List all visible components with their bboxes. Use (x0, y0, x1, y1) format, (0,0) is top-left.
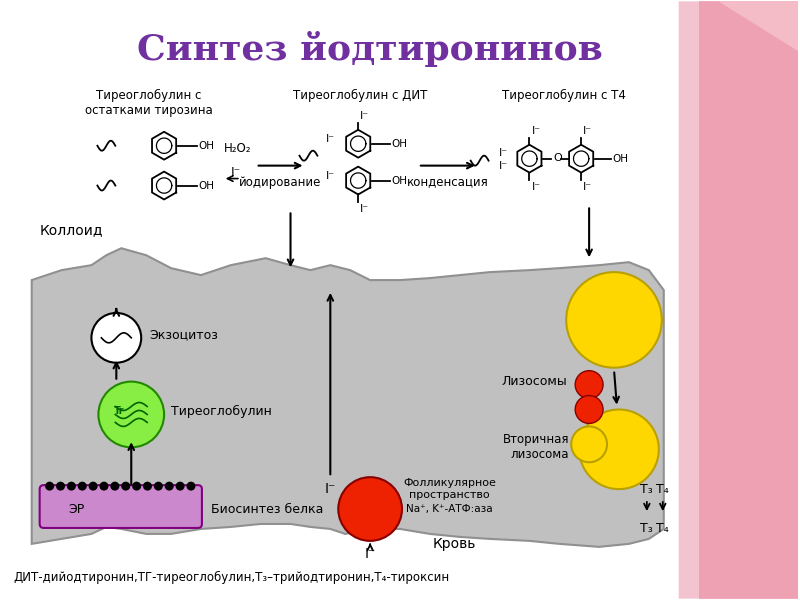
Polygon shape (698, 1, 798, 599)
Text: I⁻: I⁻ (531, 182, 541, 191)
Circle shape (56, 482, 65, 491)
Text: T₃: T₃ (641, 523, 654, 535)
Text: OH: OH (391, 139, 407, 149)
Text: OH: OH (198, 141, 214, 151)
Circle shape (579, 409, 658, 489)
Text: OH: OH (391, 176, 407, 185)
Text: Тиреоглобулин с ДИТ: Тиреоглобулин с ДИТ (293, 89, 427, 102)
Text: T₃: T₃ (641, 482, 654, 496)
Circle shape (122, 482, 130, 491)
Circle shape (571, 427, 607, 462)
Circle shape (78, 482, 86, 491)
Text: ЭР: ЭР (68, 503, 85, 515)
Text: ДИТ-дийодтиронин,ТГ-тиреоглобулин,Т₃–трийодтиронин,Т₄-тироксин: ДИТ-дийодтиронин,ТГ-тиреоглобулин,Т₃–три… (14, 571, 450, 584)
Text: Синтез йодтиронинов: Синтез йодтиронинов (138, 31, 603, 67)
Text: Коллоид: Коллоид (40, 223, 103, 238)
Circle shape (575, 371, 603, 398)
Circle shape (89, 482, 98, 491)
Text: Тиреоглобулин с
остатками тирозина: Тиреоглобулин с остатками тирозина (86, 89, 213, 117)
Circle shape (154, 482, 163, 491)
Text: Фолликулярное
пространство: Фолликулярное пространство (403, 478, 496, 500)
FancyBboxPatch shape (40, 485, 202, 528)
Text: Биосинтез белка: Биосинтез белка (211, 503, 323, 515)
Text: Кровь: Кровь (433, 537, 477, 551)
Text: T₄: T₄ (657, 482, 669, 496)
Text: Вторичная
лизосома: Вторичная лизосома (502, 433, 570, 461)
Circle shape (132, 482, 141, 491)
Circle shape (98, 382, 164, 448)
Text: I⁻: I⁻ (230, 166, 241, 179)
Circle shape (575, 395, 603, 424)
Circle shape (67, 482, 76, 491)
Circle shape (338, 477, 402, 541)
Text: I⁻: I⁻ (583, 126, 592, 136)
Text: OH: OH (612, 154, 628, 164)
Text: йодирование: йодирование (239, 176, 322, 188)
Text: H₂O₂: H₂O₂ (224, 142, 251, 155)
Polygon shape (32, 248, 664, 547)
Text: O: O (554, 152, 562, 163)
Text: Тиреоглобулин с Т4: Тиреоглобулин с Т4 (502, 89, 626, 102)
Circle shape (91, 313, 142, 363)
Text: Na⁺, K⁺-АТФ:аза: Na⁺, K⁺-АТФ:аза (406, 504, 493, 514)
Text: Лизосомы: Лизосомы (502, 375, 567, 388)
Text: I⁻: I⁻ (498, 148, 507, 158)
Circle shape (566, 272, 662, 368)
Circle shape (176, 482, 185, 491)
Circle shape (143, 482, 152, 491)
Text: I⁻: I⁻ (583, 182, 592, 191)
Text: I⁻: I⁻ (325, 482, 336, 496)
Circle shape (99, 482, 109, 491)
Text: I⁻: I⁻ (326, 170, 335, 181)
Circle shape (165, 482, 174, 491)
Text: I⁻: I⁻ (365, 547, 376, 561)
Polygon shape (678, 1, 798, 599)
Text: Tr: Tr (114, 406, 125, 416)
Text: T₄: T₄ (657, 523, 669, 535)
Text: I⁻: I⁻ (326, 134, 335, 144)
Text: I⁻: I⁻ (498, 161, 507, 170)
Text: I⁻: I⁻ (531, 126, 541, 136)
Text: конденсация: конденсация (407, 176, 489, 188)
Circle shape (110, 482, 119, 491)
Text: OH: OH (198, 181, 214, 191)
Text: I⁻: I⁻ (360, 205, 370, 214)
Circle shape (45, 482, 54, 491)
Circle shape (186, 482, 195, 491)
Text: I⁻: I⁻ (360, 111, 370, 121)
Text: Тиреоглобулин: Тиреоглобулин (171, 405, 272, 418)
Text: Экзоцитоз: Экзоцитоз (149, 328, 218, 341)
